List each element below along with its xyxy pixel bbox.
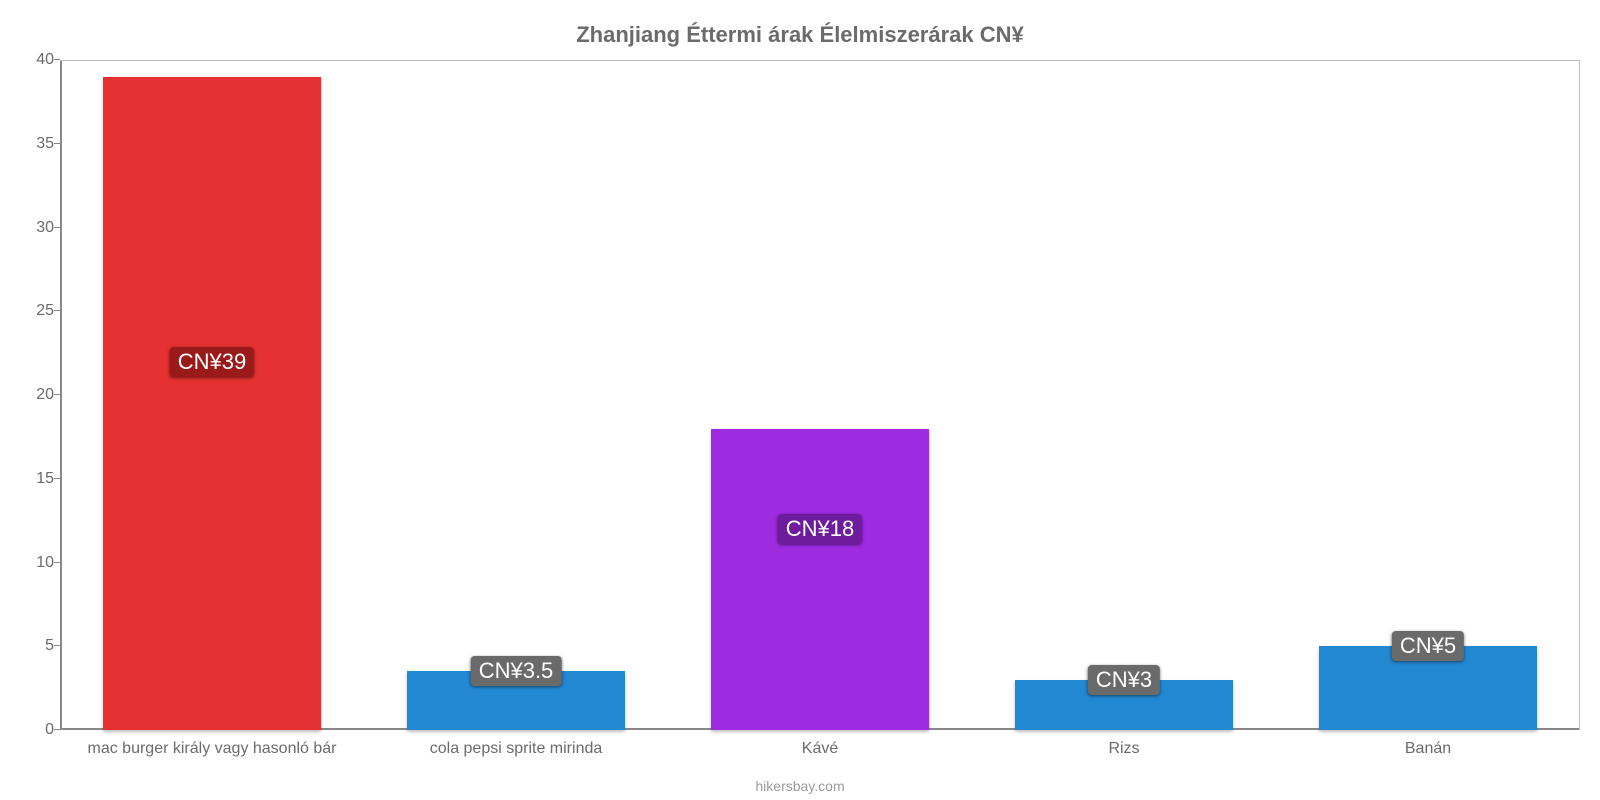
y-tick-mark xyxy=(54,394,60,395)
y-tick-mark xyxy=(54,143,60,144)
category-label: Banán xyxy=(1405,730,1451,758)
y-tick-label: 35 xyxy=(12,135,54,153)
plot-area: CN¥39mac burger király vagy hasonló bárC… xyxy=(60,60,1580,730)
y-tick-label: 5 xyxy=(12,637,54,655)
chart-title: Zhanjiang Éttermi árak Élelmiszerárak CN… xyxy=(0,22,1600,48)
bar-value-label: CN¥3 xyxy=(1088,665,1160,695)
bar xyxy=(711,429,930,731)
bar-value-label: CN¥3.5 xyxy=(471,656,562,686)
y-tick-mark xyxy=(54,478,60,479)
price-bar-chart: Zhanjiang Éttermi árak Élelmiszerárak CN… xyxy=(0,0,1600,800)
y-tick-mark xyxy=(54,227,60,228)
y-tick-mark xyxy=(54,645,60,646)
category-label: mac burger király vagy hasonló bár xyxy=(87,730,336,758)
y-tick-label: 15 xyxy=(12,470,54,488)
bar-value-label: CN¥18 xyxy=(778,514,862,544)
bars-layer: CN¥39mac burger király vagy hasonló bárC… xyxy=(60,61,1579,730)
y-tick-label: 30 xyxy=(12,219,54,237)
bar-value-label: CN¥39 xyxy=(170,347,254,377)
bar xyxy=(103,77,322,730)
y-tick-mark xyxy=(54,59,60,60)
y-tick-label: 40 xyxy=(12,51,54,69)
y-tick-mark xyxy=(54,729,60,730)
y-tick-label: 25 xyxy=(12,302,54,320)
y-tick-mark xyxy=(54,310,60,311)
y-tick-label: 0 xyxy=(12,721,54,739)
y-tick-mark xyxy=(54,562,60,563)
bar-value-label: CN¥5 xyxy=(1392,631,1464,661)
y-tick-label: 20 xyxy=(12,386,54,404)
category-label: cola pepsi sprite mirinda xyxy=(430,730,603,758)
category-label: Kávé xyxy=(802,730,838,758)
attribution-text: hikersbay.com xyxy=(0,778,1600,794)
category-label: Rizs xyxy=(1108,730,1139,758)
y-tick-label: 10 xyxy=(12,554,54,572)
